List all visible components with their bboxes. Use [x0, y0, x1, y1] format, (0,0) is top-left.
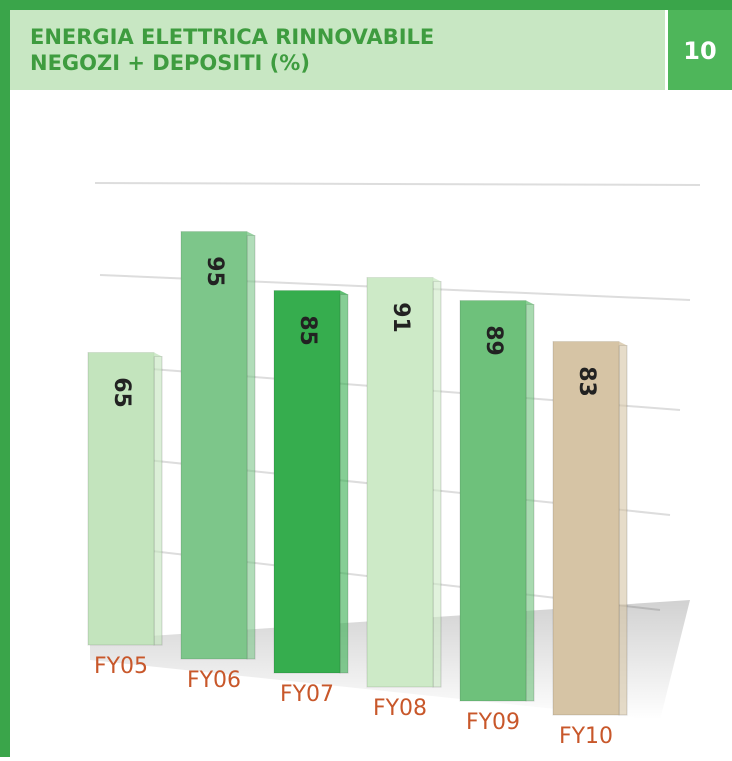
value-label: 65	[109, 377, 134, 408]
value-label: 89	[481, 325, 506, 356]
badge: 10	[683, 37, 716, 65]
x-tick-label: FY09	[466, 710, 520, 735]
bar-top	[553, 341, 627, 346]
bar	[87, 352, 155, 646]
bar-side	[339, 294, 349, 674]
bar-top	[367, 277, 441, 282]
bar-side	[525, 304, 535, 702]
bar-side	[153, 356, 163, 646]
bar	[273, 290, 341, 674]
bar-top	[274, 290, 348, 295]
bar-side	[618, 345, 628, 716]
header-band	[10, 10, 665, 90]
badge-box	[668, 10, 732, 90]
title-line: NEGOZI + DEPOSITI (%)	[30, 51, 310, 75]
bar	[180, 231, 248, 660]
value-label: 83	[574, 366, 599, 397]
x-tick-label: FY08	[373, 696, 427, 721]
bar-top	[181, 231, 255, 236]
bar-top	[460, 300, 534, 305]
x-tick-label: FY06	[187, 668, 241, 693]
x-tick-label: FY10	[559, 724, 613, 749]
value-label: 95	[202, 256, 227, 287]
bar-top	[88, 352, 162, 357]
left-border	[0, 0, 10, 757]
x-tick-label: FY05	[94, 654, 148, 679]
x-tick-label: FY07	[280, 682, 334, 707]
title-line: ENERGIA ELETTRICA RINNOVABILE	[30, 25, 434, 49]
bar	[459, 300, 527, 702]
grid-line	[94, 182, 701, 186]
bar-side	[432, 281, 442, 688]
bar	[366, 277, 434, 688]
bar-side	[246, 235, 256, 660]
value-label: 85	[295, 315, 320, 346]
top-border	[0, 0, 732, 10]
value-label: 91	[388, 302, 413, 333]
bar	[552, 341, 620, 716]
